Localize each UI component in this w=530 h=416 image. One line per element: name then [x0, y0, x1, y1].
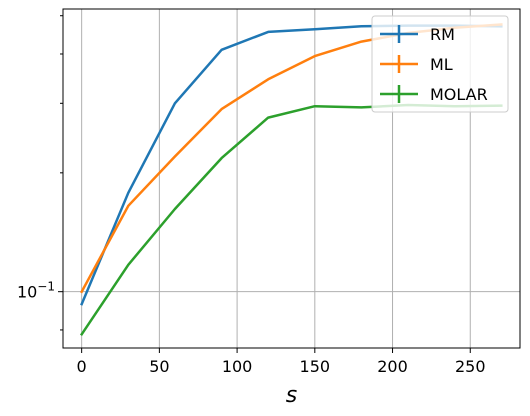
legend: RM ML MOLAR — [371, 15, 509, 113]
x-tick-label: 200 — [377, 357, 408, 376]
x-tick-label: 150 — [300, 357, 331, 376]
grid-layer — [63, 9, 520, 348]
x-tick-label: 0 — [77, 357, 87, 376]
legend-box — [371, 15, 509, 113]
x-tick-label: 250 — [455, 357, 486, 376]
x-tick-label: 100 — [222, 357, 253, 376]
tick-layer: 0 50 100 150 200 250 10−1 — [17, 15, 486, 376]
plot-frame — [62, 8, 521, 349]
legend-label-rm: RM — [430, 25, 455, 44]
x-axis-title: s — [286, 383, 297, 408]
y-tick-label: 10−1 — [17, 280, 55, 302]
x-tick-label: 50 — [149, 357, 169, 376]
legend-label-molar: MOLAR — [430, 85, 488, 104]
legend-label-ml: ML — [430, 55, 453, 74]
